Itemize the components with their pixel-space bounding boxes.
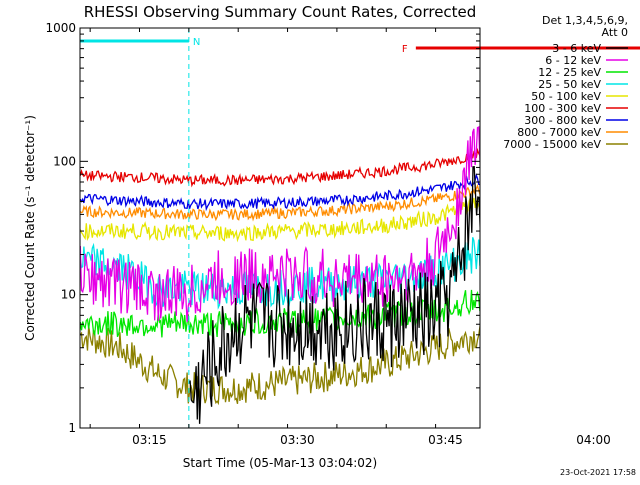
- plot-frame: [79, 27, 481, 429]
- annotation-label-night: N: [193, 37, 200, 48]
- series-line-0: [188, 165, 480, 424]
- x-tick-label-1: 03:30: [280, 433, 315, 447]
- series-line-5: [80, 147, 480, 188]
- series-line-7: [80, 183, 480, 222]
- legend-label-5: 100 - 300 keV: [524, 102, 601, 115]
- y-tick-label-3: 1000: [45, 21, 76, 35]
- legend-header-1: Att 0: [602, 26, 628, 39]
- series-line-1: [80, 125, 480, 323]
- legend-label-1: 6 - 12 keV: [545, 54, 601, 67]
- y-axis-label: Corrected Count Rate (s⁻¹ detector⁻¹): [23, 115, 37, 341]
- x-tick-label-2: 03:45: [428, 433, 463, 447]
- series-line-4: [80, 197, 480, 243]
- legend-label-6: 300 - 800 keV: [524, 114, 601, 127]
- legend-label-3: 25 - 50 keV: [538, 78, 601, 91]
- series-line-8: [80, 320, 480, 406]
- series-line-6: [80, 173, 480, 212]
- annotation-label-flare: F: [402, 44, 408, 55]
- legend-label-7: 800 - 7000 keV: [517, 126, 601, 139]
- legend-label-0: 3 - 6 keV: [552, 42, 601, 55]
- x-tick-label-0: 03:15: [132, 433, 167, 447]
- footer-date: 23-Oct-2021 17:58: [560, 468, 636, 477]
- legend-label-2: 12 - 25 keV: [538, 66, 601, 79]
- x-axis-label: Start Time (05-Mar-13 03:04:02): [183, 456, 377, 470]
- legend-header-0: Det 1,3,4,5,6,9,: [542, 14, 628, 27]
- chart-title: RHESSI Observing Summary Count Rates, Co…: [84, 3, 477, 21]
- legend-label-4: 50 - 100 keV: [531, 90, 601, 103]
- series-line-2: [80, 289, 480, 338]
- data-layer: [80, 125, 480, 424]
- y-tick-label-2: 100: [53, 154, 76, 168]
- y-tick-label-1: 10: [61, 288, 76, 302]
- x-tick-label-3: 04:00: [576, 433, 611, 447]
- legend-label-8: 7000 - 15000 keV: [503, 138, 601, 151]
- y-tick-label-0: 1: [68, 421, 76, 435]
